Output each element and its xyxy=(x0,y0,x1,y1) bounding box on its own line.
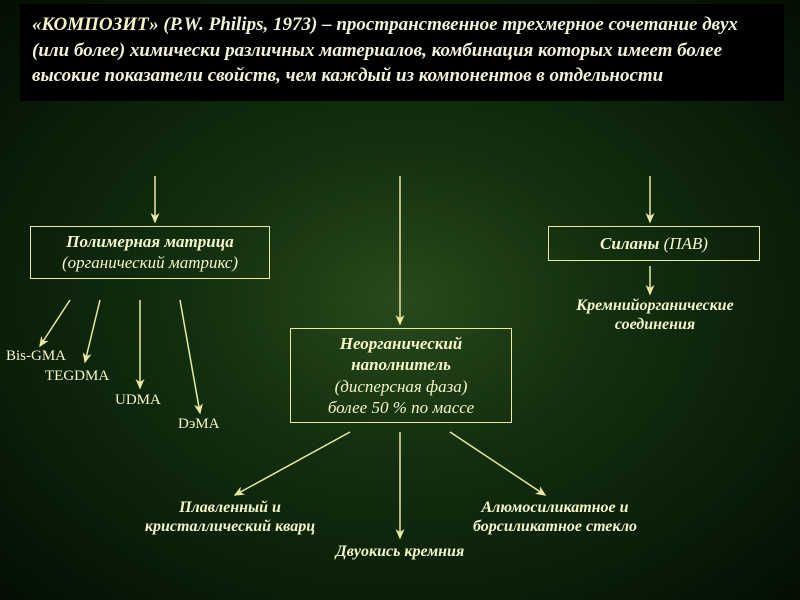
node-filler: Неорганический наполнитель (дисперсная ф… xyxy=(290,328,512,423)
node-silanes-title: Силаны xyxy=(600,234,659,253)
node-silanes: Силаны (ПАВ) xyxy=(548,226,760,261)
node-filler-sub2: более 50 % по массе xyxy=(301,397,501,418)
monomer-udma: UDMA xyxy=(115,392,161,409)
monomer-dema: DэМА xyxy=(178,416,219,433)
node-filler-title: Неорганический наполнитель xyxy=(301,333,501,376)
arrow-line xyxy=(85,300,100,362)
leaf-silica: Двуокись кремния xyxy=(300,542,500,561)
slide-root: «КОМПОЗИТ» (P.W. Philips, 1973) – простр… xyxy=(0,0,800,600)
definition-term: «КОМПОЗИТ» xyxy=(32,14,159,35)
arrow-line xyxy=(450,432,545,495)
monomer-bisgma: Bis-GMA xyxy=(6,348,66,365)
node-matrix-sub: (органический матрикс) xyxy=(41,252,259,273)
node-matrix: Полимерная матрица (органический матрикс… xyxy=(30,226,270,279)
node-matrix-title: Полимерная матрица xyxy=(41,231,259,252)
node-silanes-sub: (ПАВ) xyxy=(664,234,708,253)
arrow-line xyxy=(180,300,200,413)
node-filler-sub1: (дисперсная фаза) xyxy=(301,376,501,397)
leaf-glass: Алюмосиликатное и борсиликатное стекло xyxy=(445,498,665,536)
arrow-line xyxy=(40,300,70,346)
leaf-quartz: Плавленный и кристаллический кварц xyxy=(120,498,340,536)
arrow-line xyxy=(235,432,350,495)
monomer-tegdma: TEGDMA xyxy=(45,368,109,385)
definition-box: «КОМПОЗИТ» (P.W. Philips, 1973) – простр… xyxy=(20,4,784,101)
definition-attrib: (P.W. Philips, 1973) xyxy=(163,14,317,35)
leaf-silane-sub: Кремнийорганические соединения xyxy=(555,296,755,334)
